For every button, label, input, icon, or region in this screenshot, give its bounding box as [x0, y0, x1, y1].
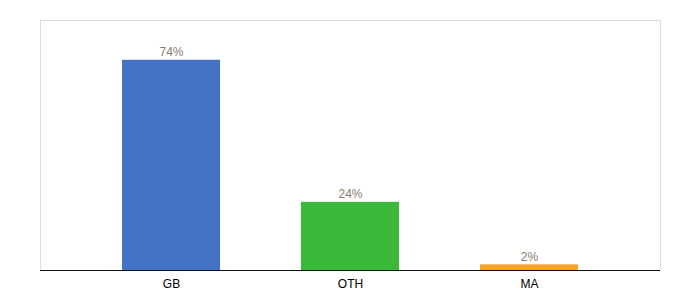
- svg-text:2%: 2%: [521, 250, 539, 264]
- svg-text:24%: 24%: [338, 187, 362, 201]
- svg-text:74%: 74%: [159, 45, 183, 59]
- svg-text:MA: MA: [521, 277, 539, 291]
- svg-text:GB: GB: [163, 277, 180, 291]
- svg-text:OTH: OTH: [338, 277, 363, 291]
